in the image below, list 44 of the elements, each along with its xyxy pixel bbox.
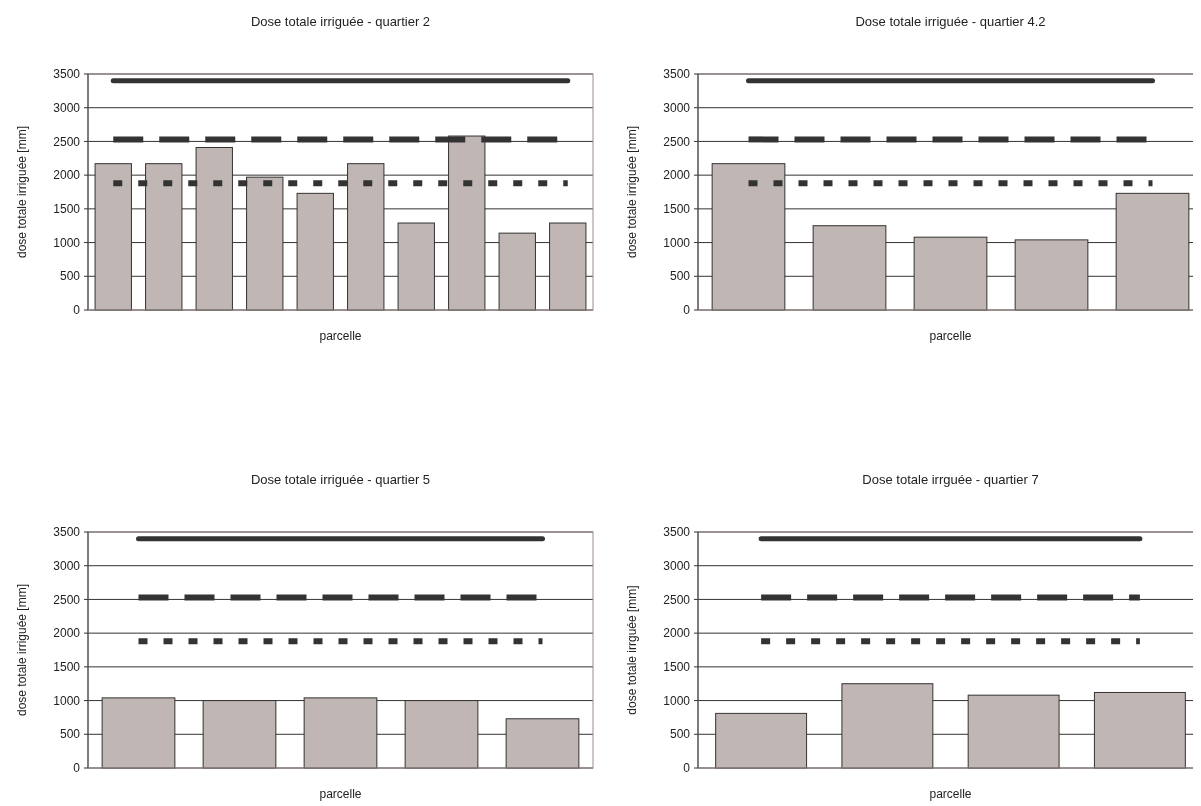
x-axis-title: parcelle [319,329,362,343]
y-tick-label: 3000 [53,100,81,115]
y-tick-label: 1500 [53,660,81,675]
y-axis-title: dose totale irriguée [mm] [15,583,29,717]
y-tick-label: 0 [73,761,81,776]
y-tick-label: 500 [59,269,81,284]
chart-title: Dose totale irriguée - quartier 5 [250,472,431,487]
y-axis-title: dose totale irriguée [mm] [625,125,639,259]
y-tick-label: 2000 [663,626,691,641]
y-tick-label: 3500 [663,67,691,82]
y-tick-label: 3500 [53,525,81,540]
y-tick-label: 3500 [663,525,691,540]
y-tick-label: 1500 [53,202,81,217]
y-tick-label: 500 [59,727,81,742]
y-tick-label: 1000 [663,693,691,708]
y-tick-label: 500 [669,727,691,742]
y-axis-title: dose totale irrguée [mm] [625,585,639,715]
y-tick-label: 500 [669,269,691,284]
x-axis-title: parcelle [929,329,972,343]
y-tick-label: 2000 [663,168,691,183]
chart-title: Dose totale irrguée - quartier 7 [862,472,1039,487]
y-tick-label: 0 [683,761,691,776]
y-tick-label: 2000 [53,168,81,183]
y-axis-title: dose totale irriguée [mm] [15,125,29,259]
y-tick-label: 1500 [663,202,691,217]
y-tick-label: 0 [683,303,691,318]
y-tick-label: 2500 [53,134,81,149]
y-tick-label: 1000 [53,235,81,250]
y-tick-label: 3500 [53,67,81,82]
y-tick-label: 1500 [663,660,691,675]
y-tick-label: 3000 [53,558,81,573]
y-tick-label: 2500 [663,592,691,607]
chart-title: Dose totale irriguée - quartier 2 [250,14,431,29]
y-tick-label: 2500 [53,592,81,607]
x-axis-title: parcelle [319,787,362,801]
y-tick-label: 1000 [663,235,691,250]
y-tick-label: 3000 [663,558,691,573]
y-tick-label: 1000 [53,693,81,708]
y-tick-label: 2000 [53,626,81,641]
y-tick-label: 2500 [663,134,691,149]
x-axis-title: parcelle [929,787,972,801]
y-tick-label: 0 [73,303,81,318]
y-tick-label: 3000 [663,100,691,115]
chart-title: Dose totale irriguée - quartier 4.2 [855,14,1046,29]
